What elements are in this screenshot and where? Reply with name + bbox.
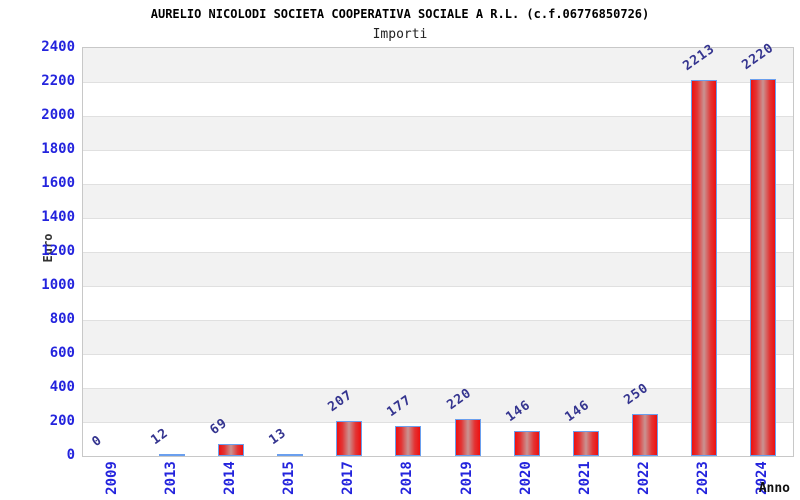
background-band — [83, 388, 793, 422]
y-tick-label: 1400 — [41, 209, 75, 225]
gridline — [83, 422, 793, 423]
y-tick-label: 2000 — [41, 107, 75, 123]
bar — [454, 418, 481, 456]
x-tick-label: 2015 — [281, 461, 298, 495]
y-tick-label: 1200 — [41, 243, 75, 259]
x-tick-label: 2023 — [695, 461, 712, 495]
background-band — [83, 320, 793, 354]
background-band — [83, 48, 793, 82]
background-band — [83, 286, 793, 320]
bar — [632, 413, 659, 456]
bar — [158, 453, 185, 456]
gridline — [83, 82, 793, 83]
chart-title: AURELIO NICOLODI SOCIETA COOPERATIVA SOC… — [150, 7, 650, 21]
gridline — [83, 184, 793, 185]
background-band — [83, 184, 793, 218]
y-tick-label: 800 — [49, 311, 75, 327]
x-axis-title: Anno — [758, 481, 790, 496]
background-band — [83, 218, 793, 252]
bar — [513, 431, 540, 456]
y-tick-label: 600 — [49, 345, 75, 361]
plot-area: 0 12 69 13 207 177 220 146 146 250 2213 2220 — [82, 40, 794, 457]
bar — [277, 453, 304, 456]
y-tick-label: 2200 — [41, 73, 75, 89]
y-tick-label: 1600 — [41, 175, 75, 191]
gridline — [83, 218, 793, 219]
gridline — [83, 354, 793, 355]
bar — [750, 78, 777, 456]
x-tick-label: 2022 — [636, 461, 653, 495]
gridline — [83, 388, 793, 389]
gridline — [83, 150, 793, 151]
background-band — [83, 82, 793, 116]
bar — [691, 79, 718, 456]
y-tick-label: 1800 — [41, 141, 75, 157]
chart-subtitle: Importi — [372, 27, 428, 42]
x-tick-label: 2017 — [340, 461, 357, 495]
background-band — [83, 150, 793, 184]
y-tick-label: 200 — [49, 413, 75, 429]
background-band — [83, 252, 793, 286]
x-tick-label: 2014 — [221, 461, 238, 495]
bar — [217, 444, 244, 456]
y-tick-label: 2400 — [41, 39, 75, 55]
gridline — [83, 320, 793, 321]
bar — [395, 425, 422, 456]
bar — [572, 431, 599, 456]
x-tick-label: 2009 — [103, 461, 120, 495]
y-tick-label: 0 — [66, 447, 75, 463]
x-tick-label: 2019 — [458, 461, 475, 495]
y-tick-label: 400 — [49, 379, 75, 395]
background-band — [83, 422, 793, 456]
bar — [336, 420, 363, 456]
gridline — [83, 252, 793, 253]
background-band — [83, 354, 793, 388]
x-tick-label: 2021 — [576, 461, 593, 495]
x-tick-label: 2013 — [162, 461, 179, 495]
x-tick-label: 2018 — [399, 461, 416, 495]
y-tick-label: 1000 — [41, 277, 75, 293]
x-tick-label: 2020 — [517, 461, 534, 495]
background-band — [83, 116, 793, 150]
gridline — [83, 116, 793, 117]
gridline — [83, 286, 793, 287]
